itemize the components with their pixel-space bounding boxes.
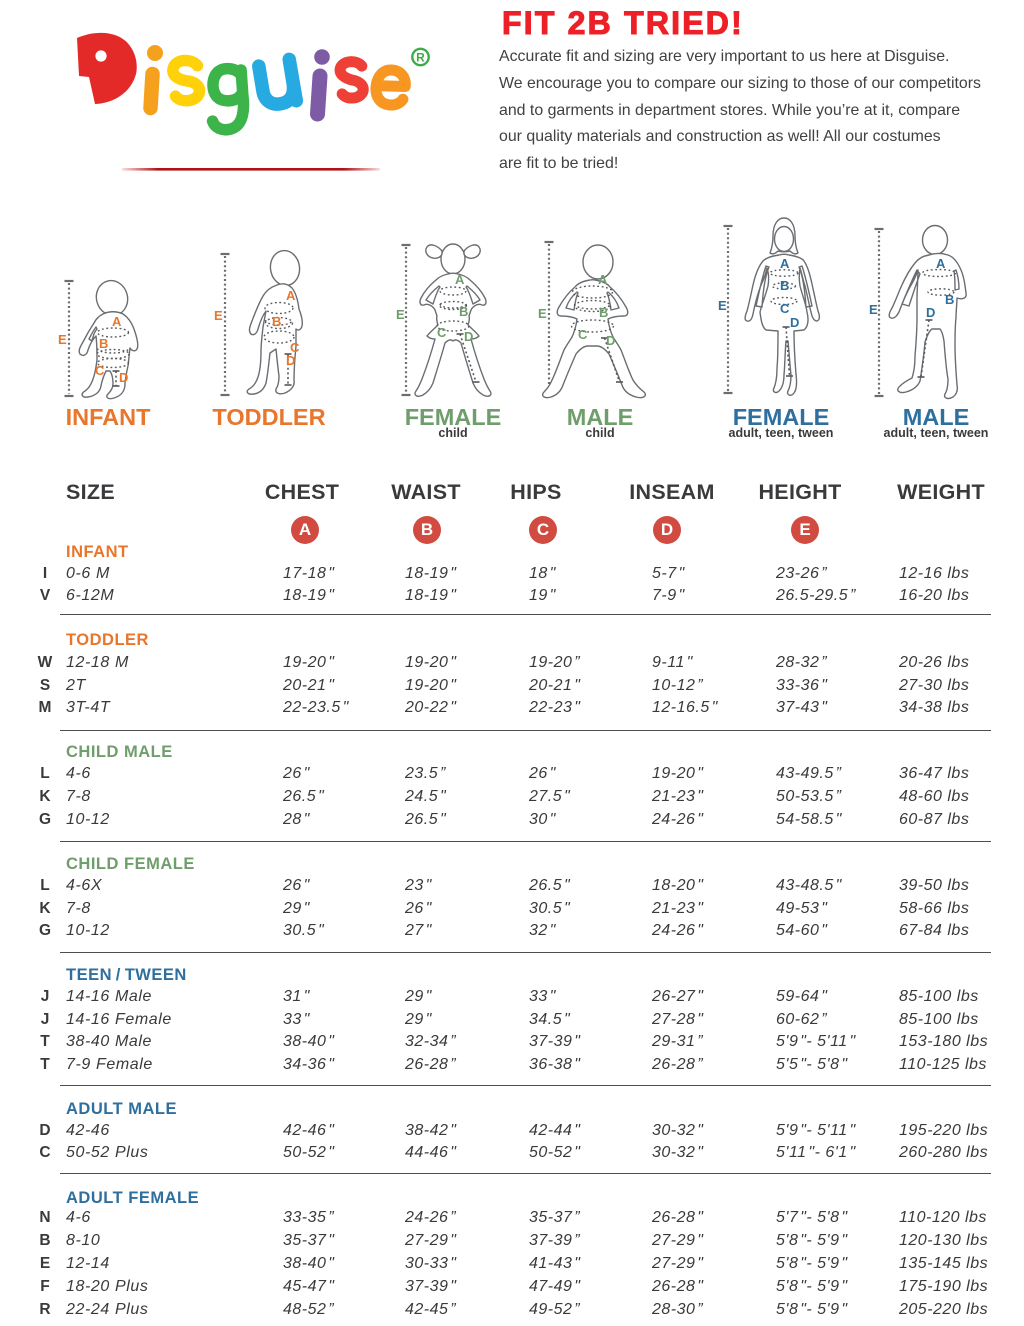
svg-text:A: A: [455, 272, 465, 287]
svg-text:A: A: [286, 288, 296, 303]
svg-text:A: A: [936, 256, 946, 271]
svg-text:C: C: [780, 301, 790, 316]
svg-text:D: D: [790, 315, 799, 330]
svg-text:A: A: [598, 272, 608, 287]
svg-text:D: D: [606, 333, 615, 348]
svg-text:D: D: [464, 329, 473, 344]
svg-text:E: E: [214, 308, 223, 323]
svg-text:B: B: [599, 305, 608, 320]
svg-text:D: D: [119, 370, 128, 385]
svg-text:E: E: [869, 302, 878, 317]
svg-text:D: D: [926, 305, 935, 320]
svg-text:B: B: [945, 292, 954, 307]
svg-text:C: C: [578, 327, 588, 342]
svg-text:D: D: [286, 353, 295, 368]
svg-text:E: E: [718, 298, 727, 313]
svg-text:C: C: [95, 363, 105, 378]
svg-text:A: A: [112, 314, 122, 329]
svg-text:C: C: [290, 340, 300, 355]
svg-text:C: C: [437, 325, 447, 340]
svg-text:B: B: [459, 304, 468, 319]
svg-text:A: A: [780, 256, 790, 271]
svg-text:B: B: [780, 278, 789, 293]
svg-text:R: R: [416, 51, 425, 65]
svg-text:E: E: [538, 306, 547, 321]
svg-text:B: B: [99, 336, 108, 351]
svg-text:E: E: [396, 307, 405, 322]
svg-text:B: B: [272, 314, 281, 329]
svg-text:E: E: [58, 332, 67, 347]
